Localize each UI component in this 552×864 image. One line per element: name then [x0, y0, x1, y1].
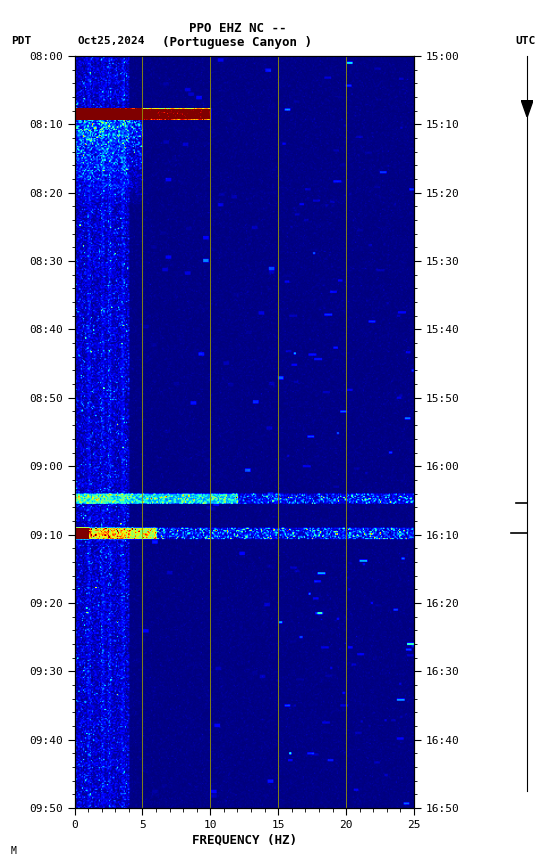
Text: PPO EHZ NC --: PPO EHZ NC --	[189, 22, 286, 35]
X-axis label: FREQUENCY (HZ): FREQUENCY (HZ)	[192, 834, 297, 847]
Text: (Portuguese Canyon ): (Portuguese Canyon )	[162, 36, 312, 49]
Text: Oct25,2024: Oct25,2024	[77, 36, 145, 47]
Polygon shape	[521, 100, 533, 118]
Text: M: M	[11, 846, 17, 855]
Text: PDT: PDT	[11, 36, 31, 47]
Text: UTC: UTC	[515, 36, 535, 47]
